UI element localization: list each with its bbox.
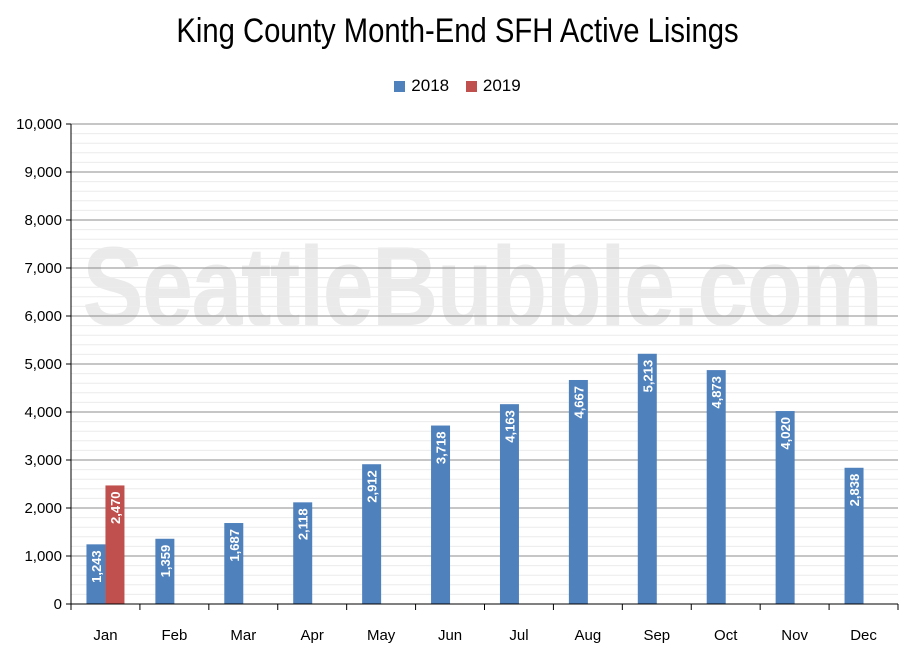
legend-label-2019: 2019: [482, 76, 521, 95]
data-label: 2,118: [296, 508, 311, 540]
bar-2018-mar: [224, 523, 244, 604]
data-label: 4,873: [709, 376, 724, 409]
y-tick-label: 4,000: [24, 404, 62, 421]
bar-2018-jun: [431, 425, 451, 604]
bar-2018-sep: [637, 353, 657, 604]
axes: [66, 123, 899, 610]
x-tick-label: Dec: [850, 627, 877, 644]
legend-label-2018: 2018: [411, 76, 450, 95]
y-tick-label: 5,000: [24, 356, 62, 373]
y-tick-label: 2,000: [24, 500, 62, 517]
bar-2018-nov: [775, 411, 795, 604]
legend-swatch-2018: [394, 80, 406, 92]
bar-2018-feb: [155, 538, 175, 604]
data-label: 1,359: [158, 545, 173, 578]
y-tick-label: 1,000: [24, 548, 62, 565]
y-tick-label: 7,000: [24, 260, 62, 277]
x-tick-label: Sep: [643, 627, 670, 644]
data-label: 2,470: [108, 491, 123, 524]
chart-title: King County Month-End SFH Active Lisings: [176, 12, 739, 50]
x-tick-label: Jun: [438, 627, 462, 644]
y-tick-label: 3,000: [24, 452, 62, 469]
x-tick-label: Nov: [781, 627, 808, 644]
x-tick-label: Apr: [301, 627, 324, 644]
x-tick-label: Jul: [509, 627, 528, 644]
legend-item-2019: 2019: [465, 76, 521, 96]
data-label: 1,687: [227, 529, 242, 562]
y-tick-label: 8,000: [24, 212, 62, 229]
x-tick-label: Mar: [230, 627, 256, 644]
bar-2018-jan: [86, 544, 106, 604]
bars: [86, 353, 864, 604]
x-tick-label: May: [367, 627, 396, 644]
data-label: 4,163: [502, 410, 517, 443]
bar-2018-oct: [706, 370, 726, 604]
data-label: 4,020: [778, 417, 793, 450]
data-label: 5,213: [640, 360, 655, 393]
bar-2018-dec: [844, 467, 864, 604]
y-tick-label: 6,000: [24, 308, 62, 325]
legend: 2018 2019: [0, 76, 915, 97]
bar-2019-jan: [105, 485, 125, 604]
bar-2018-apr: [293, 502, 313, 604]
legend-item-2018: 2018: [394, 76, 449, 96]
data-label: 4,667: [571, 386, 586, 419]
x-tick-label: Oct: [714, 627, 738, 644]
y-tick-label: 0: [54, 596, 62, 613]
x-tick-label: Aug: [575, 627, 602, 644]
data-label: 1,243: [89, 550, 104, 583]
bar-2018-jul: [499, 404, 519, 604]
x-tick-label: Feb: [161, 627, 187, 644]
bar-2018-may: [362, 464, 382, 604]
x-tick-label: Jan: [93, 627, 117, 644]
y-tick-label: 9,000: [24, 164, 62, 181]
data-label: 2,912: [365, 470, 380, 503]
data-label: 3,718: [434, 432, 449, 465]
gridlines: [71, 123, 898, 595]
legend-swatch-2019: [465, 80, 477, 92]
y-tick-label: 10,000: [16, 116, 62, 133]
data-label: 2,838: [847, 474, 862, 507]
tick-labels: 0 1,000 2,000 3,000 4,000 5,000 6,000 7,000 8,00…: [16, 116, 877, 644]
bar-2018-aug: [568, 379, 588, 604]
